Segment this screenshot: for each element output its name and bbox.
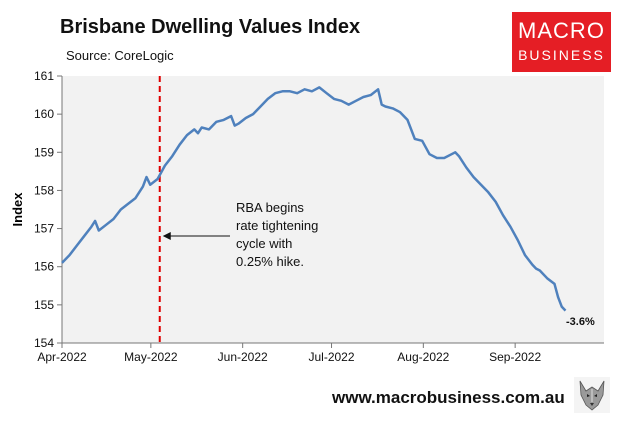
y-tick-label: 156 — [34, 260, 54, 274]
y-tick-label: 157 — [34, 222, 54, 236]
x-tick-label: Aug-2022 — [397, 350, 449, 364]
y-axis: 154 155 156 157 158 159 160 161 — [34, 69, 63, 350]
x-tick-label: Jun-2022 — [218, 350, 268, 364]
y-tick-label: 155 — [34, 298, 54, 312]
annotation-line: rate tightening — [236, 218, 318, 233]
x-tick-label: Jul-2022 — [309, 350, 355, 364]
chart-source: Source: CoreLogic — [66, 48, 174, 63]
rba-annotation: RBA begins rate tightening cycle with 0.25%… — [236, 200, 318, 269]
y-tick-label: 160 — [34, 107, 54, 121]
annotation-line: cycle with — [236, 236, 292, 251]
logo-line-1: MACRO — [518, 18, 605, 43]
end-value-label: -3.6% — [566, 316, 595, 328]
series-line-brisbane — [61, 86, 567, 312]
plot-area — [62, 76, 604, 343]
y-tick-label: 158 — [34, 183, 54, 197]
annotation-arrowhead — [162, 232, 171, 240]
x-tick-label: May-2022 — [124, 350, 178, 364]
y-axis-label: Index — [10, 192, 25, 227]
x-tick-label: Apr-2022 — [37, 350, 87, 364]
wolf-logo-icon — [574, 377, 610, 413]
x-tick-label: Sep-2022 — [489, 350, 541, 364]
annotation-line: 0.25% hike. — [236, 254, 304, 269]
chart-title: Brisbane Dwelling Values Index — [60, 16, 361, 38]
annotation-line: RBA begins — [236, 200, 304, 215]
y-tick-label: 154 — [34, 336, 54, 350]
x-axis: Apr-2022 May-2022 Jun-2022 Jul-2022 Aug-2022… — [37, 342, 604, 364]
macrobusiness-logo: MACRO BUSINESS — [512, 12, 611, 72]
footer-url[interactable]: www.macrobusiness.com.au — [332, 388, 565, 407]
y-tick-label: 159 — [34, 145, 54, 159]
logo-line-2: BUSINESS — [518, 47, 605, 63]
y-tick-label: 161 — [34, 69, 54, 83]
